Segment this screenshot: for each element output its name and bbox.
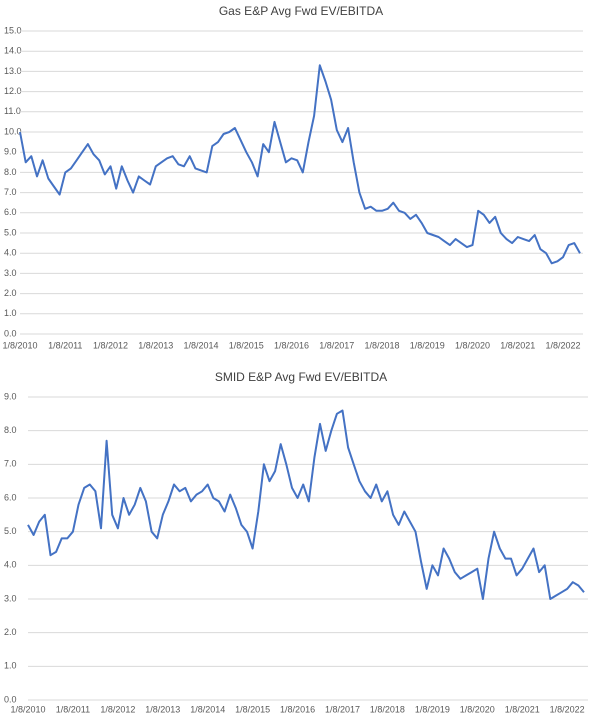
x-tick-label: 1/8/2011 <box>48 340 82 350</box>
y-tick-label: 5.0 <box>4 227 17 237</box>
x-tick-label: 1/8/2014 <box>190 704 225 714</box>
x-tick-label: 1/8/2022 <box>546 340 581 350</box>
x-tick-label: 1/8/2019 <box>410 340 445 350</box>
y-tick-label: 3.0 <box>4 268 17 278</box>
x-tick-label: 1/8/2015 <box>235 704 270 714</box>
y-tick-label: 9.0 <box>4 391 17 401</box>
y-tick-label: 0.0 <box>4 694 17 704</box>
chart-title: Gas E&P Avg Fwd EV/EBITDA <box>219 4 383 18</box>
x-tick-label: 1/8/2012 <box>93 340 128 350</box>
y-tick-label: 9.0 <box>4 147 17 157</box>
data-line <box>27 409 585 600</box>
x-tick-label: 1/8/2010 <box>10 704 45 714</box>
chart-title: SMID E&P Avg Fwd EV/EBITDA <box>215 370 387 384</box>
x-tick-label: 1/8/2012 <box>100 704 135 714</box>
y-tick-label: 7.0 <box>4 459 17 469</box>
x-tick-label: 1/8/2021 <box>500 340 535 350</box>
x-tick-label: 1/8/2016 <box>274 340 309 350</box>
x-tick-label: 1/8/2017 <box>319 340 354 350</box>
y-tick-label: 0.0 <box>4 328 17 338</box>
y-tick-label: 11.0 <box>4 106 21 116</box>
y-tick-label: 7.0 <box>4 187 17 197</box>
x-tick-label: 1/8/2013 <box>145 704 180 714</box>
x-tick-label: 1/8/2019 <box>415 704 450 714</box>
x-tick-label: 1/8/2011 <box>56 704 90 714</box>
y-tick-label: 8.0 <box>4 425 17 435</box>
x-tick-label: 1/8/2021 <box>505 704 540 714</box>
y-tick-label: 14.0 <box>4 46 22 56</box>
x-tick-label: 1/8/2014 <box>183 340 218 350</box>
y-tick-label: 10.0 <box>4 126 22 136</box>
y-tick-label: 1.0 <box>4 308 17 318</box>
y-tick-label: 6.0 <box>4 492 17 502</box>
x-tick-label: 1/8/2018 <box>370 704 405 714</box>
y-tick-label: 5.0 <box>4 526 17 536</box>
y-tick-label: 12.0 <box>4 86 22 96</box>
x-tick-label: 1/8/2016 <box>280 704 315 714</box>
y-tick-label: 15.0 <box>4 25 22 35</box>
y-tick-label: 4.0 <box>4 248 17 258</box>
y-tick-label: 3.0 <box>4 593 17 603</box>
y-tick-label: 4.0 <box>4 560 17 570</box>
y-tick-label: 2.0 <box>4 288 17 298</box>
x-tick-label: 1/8/2015 <box>229 340 264 350</box>
y-tick-label: 1.0 <box>4 661 17 671</box>
x-tick-label: 1/8/2022 <box>550 704 585 714</box>
y-tick-label: 2.0 <box>4 627 17 637</box>
y-tick-label: 6.0 <box>4 207 17 217</box>
x-tick-label: 1/8/2010 <box>2 340 37 350</box>
x-tick-label: 1/8/2018 <box>364 340 399 350</box>
x-tick-label: 1/8/2017 <box>325 704 360 714</box>
x-tick-label: 1/8/2020 <box>460 704 495 714</box>
y-tick-label: 13.0 <box>4 66 22 76</box>
y-tick-label: 8.0 <box>4 167 17 177</box>
x-tick-label: 1/8/2013 <box>138 340 173 350</box>
data-line <box>19 64 581 265</box>
x-tick-label: 1/8/2020 <box>455 340 490 350</box>
